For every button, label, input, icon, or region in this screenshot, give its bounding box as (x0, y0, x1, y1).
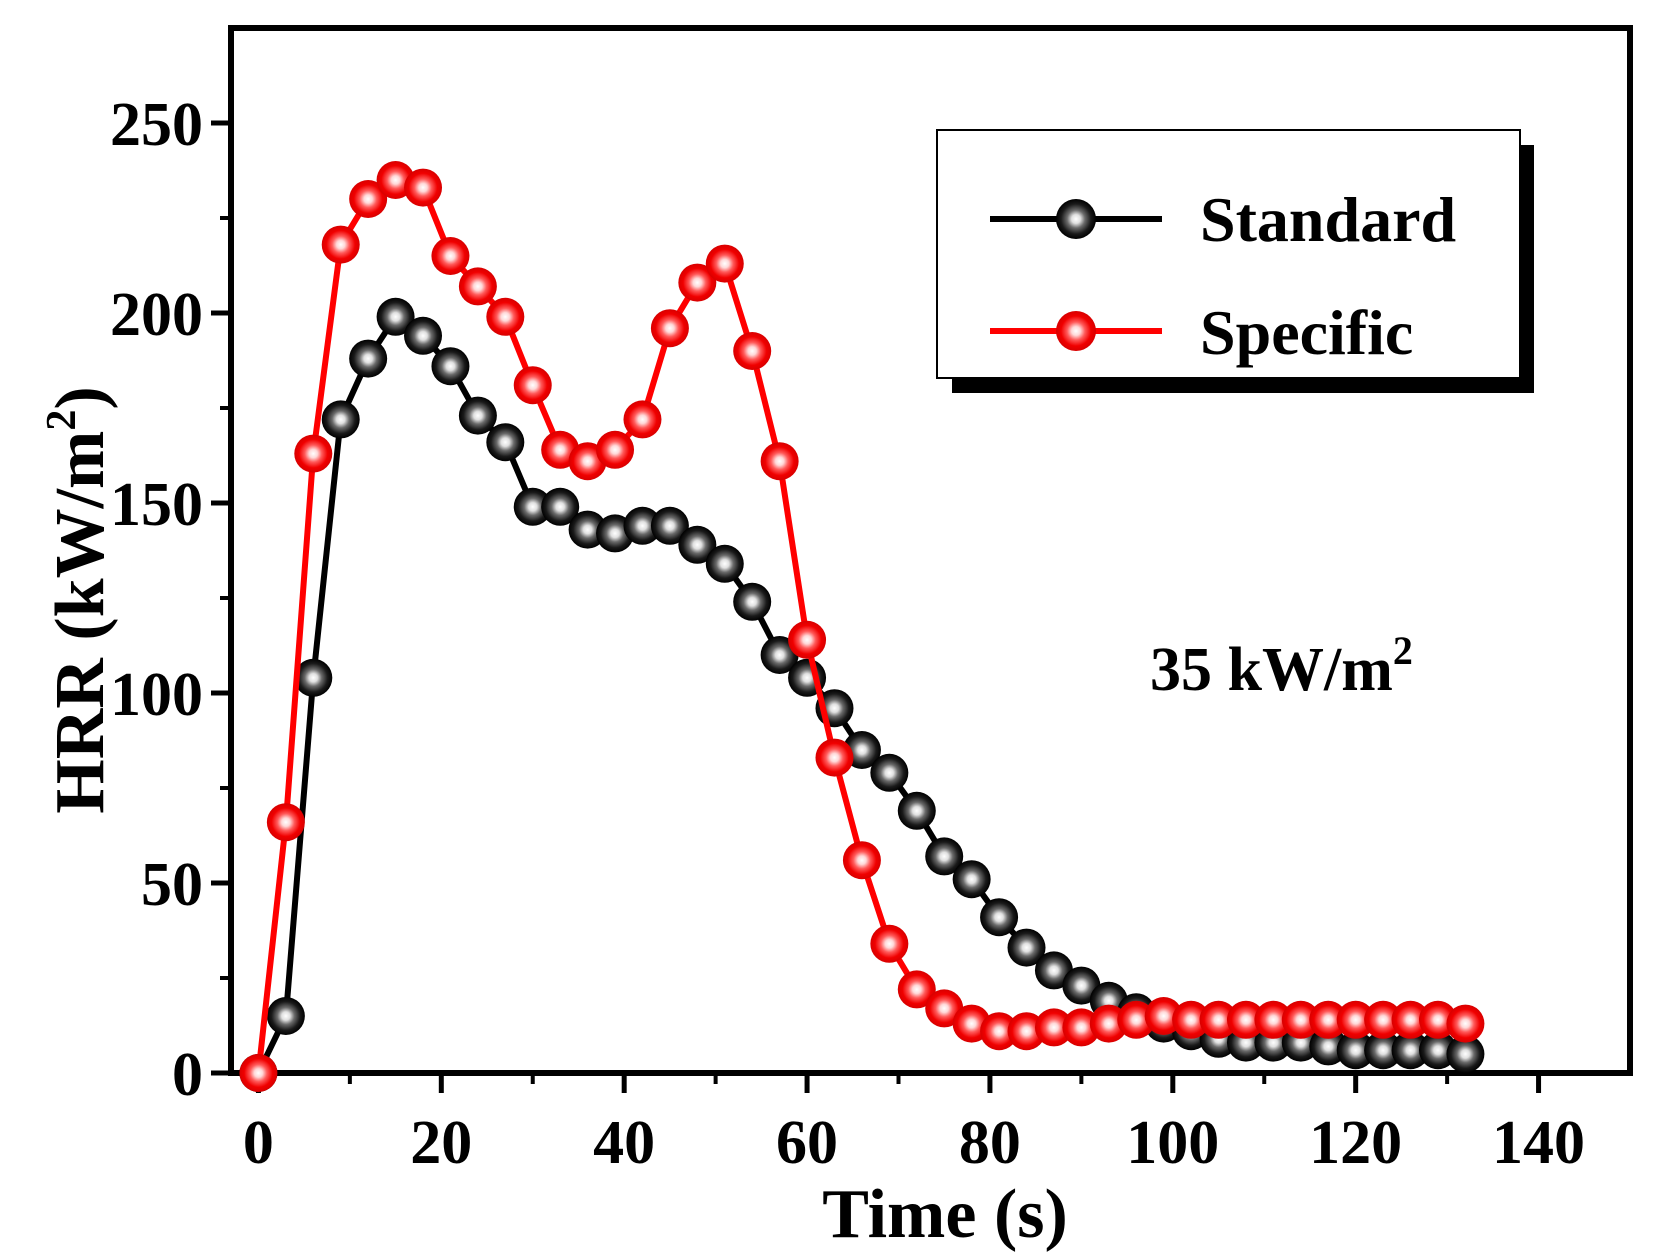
y-tick-label: 200 (110, 281, 203, 349)
point-standard (376, 297, 415, 336)
point-specific (1309, 1000, 1348, 1039)
legend-label-standard: Standard (1200, 184, 1456, 255)
point-specific (788, 620, 827, 659)
point-specific (897, 970, 936, 1009)
y-tick-label: 100 (110, 661, 203, 729)
point-standard (1391, 1031, 1430, 1070)
legend-marker-specific (1056, 311, 1096, 351)
point-standard (925, 837, 964, 876)
point-specific (266, 803, 305, 842)
point-specific (404, 168, 443, 207)
point-specific (842, 841, 881, 880)
y-tick-label: 50 (141, 851, 203, 919)
y-axis-label-superscript: 2 (39, 410, 85, 431)
x-tick-label: 0 (243, 1109, 274, 1177)
point-specific (458, 267, 497, 306)
point-specific (980, 1012, 1019, 1051)
point-standard (294, 658, 333, 697)
point-standard (266, 997, 305, 1035)
axis-tick-labels: 0 20 40 60 80 100 120 140 0 50 100 150 200 250 (110, 91, 1585, 1177)
point-standard (1446, 1035, 1485, 1073)
point-specific (349, 180, 388, 218)
legend-label-specific: Specific (1200, 297, 1413, 368)
point-specific (1199, 1000, 1238, 1039)
point-standard (431, 347, 470, 386)
point-specific (1034, 1008, 1073, 1047)
y-tick-label: 150 (110, 471, 203, 539)
y-axis-label: HRR (kW/m2) (39, 386, 119, 813)
y-axis-label-close: ) (42, 386, 119, 409)
annotation-superscript: 2 (1393, 628, 1413, 673)
point-standard (650, 506, 689, 545)
x-tick-label: 100 (1126, 1109, 1219, 1177)
point-standard (1336, 1031, 1375, 1070)
point-specific (596, 430, 635, 469)
x-tick-label: 20 (410, 1109, 472, 1177)
point-specific (733, 332, 772, 370)
x-tick-label: 80 (959, 1109, 1021, 1177)
point-standard (486, 423, 525, 462)
point-specific (486, 297, 525, 336)
x-axis-label: Time (s) (822, 1176, 1068, 1253)
point-standard (870, 753, 909, 792)
point-specific (1172, 1000, 1211, 1039)
annotation-main: 35 kW/m (1150, 636, 1393, 704)
x-tick-label: 60 (776, 1109, 838, 1177)
axis-ticks (211, 120, 1542, 1093)
point-specific (294, 434, 333, 473)
point-specific (239, 1054, 278, 1092)
point-specific (815, 738, 854, 777)
x-tick-label: 140 (1492, 1109, 1585, 1177)
point-standard (321, 400, 360, 439)
point-specific (513, 366, 552, 405)
point-specific (321, 225, 360, 264)
legend: Standard Specific (936, 129, 1534, 393)
point-standard (404, 316, 443, 355)
point-specific (1281, 1000, 1320, 1039)
point-standard (349, 339, 388, 378)
point-standard (1007, 928, 1046, 967)
y-tick-label: 0 (172, 1041, 203, 1109)
y-tick-label: 250 (110, 91, 203, 159)
point-specific (1391, 1000, 1430, 1039)
point-specific (760, 442, 799, 481)
point-specific (1336, 1000, 1375, 1039)
point-standard (980, 898, 1019, 937)
point-standard (541, 487, 580, 526)
point-standard (952, 860, 991, 899)
point-standard (705, 544, 744, 583)
point-standard (1364, 1031, 1403, 1070)
x-tick-label: 40 (593, 1109, 655, 1177)
point-specific (678, 263, 717, 302)
point-specific (1364, 1000, 1403, 1039)
point-specific (650, 309, 689, 348)
point-specific (1446, 1004, 1485, 1043)
point-specific (1254, 1000, 1293, 1039)
point-standard (458, 396, 497, 435)
plot-frame (228, 25, 1633, 1076)
point-standard (513, 487, 552, 526)
legend-box (936, 129, 1521, 379)
point-standard (623, 506, 662, 545)
annotation-flux: 35 kW/m2 (1150, 628, 1413, 704)
point-specific (870, 924, 909, 963)
y-axis-label-main: HRR (kW/m (42, 431, 119, 814)
point-specific (705, 244, 744, 283)
point-standard (897, 791, 936, 830)
point-standard (733, 582, 772, 621)
x-tick-label: 120 (1309, 1109, 1402, 1177)
point-standard (678, 525, 717, 564)
point-specific (431, 237, 470, 275)
point-specific (1226, 1000, 1265, 1039)
point-specific (623, 400, 662, 439)
series-layer (239, 161, 1485, 1092)
legend-marker-standard (1056, 199, 1096, 239)
